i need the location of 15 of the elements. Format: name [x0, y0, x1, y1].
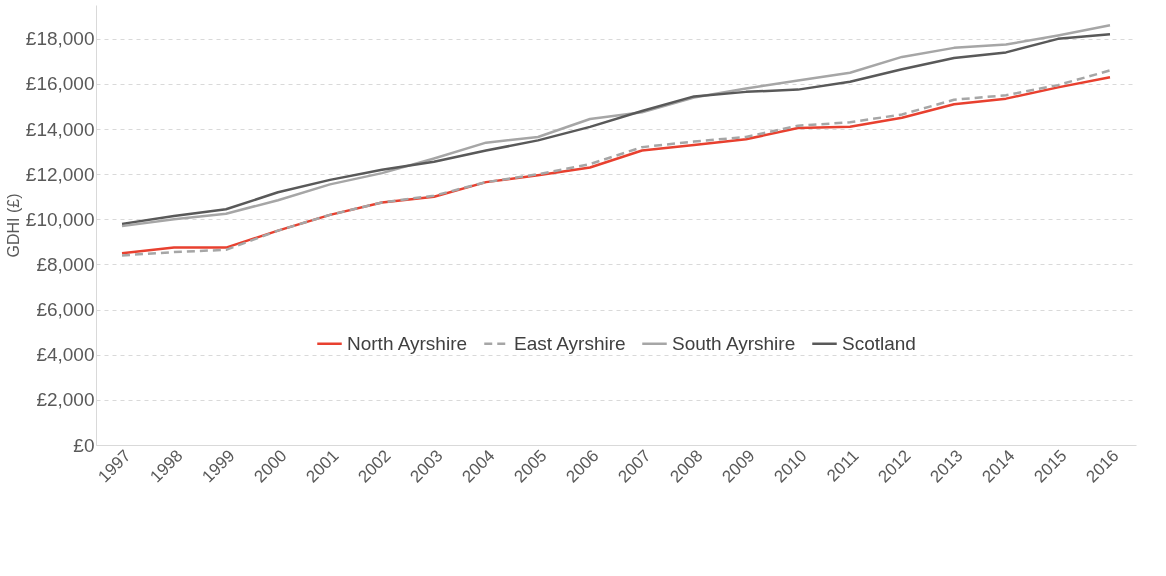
legend-label: South Ayrshire [672, 332, 796, 354]
y-tick-label: £14,000 [25, 118, 95, 140]
y-tick-label: £12,000 [25, 163, 95, 185]
y-tick-label: £8,000 [36, 253, 95, 275]
y-axis-title: GDHI (£) [4, 193, 22, 258]
y-tick-label: £2,000 [36, 389, 95, 411]
legend-label: East Ayrshire [514, 332, 626, 354]
y-tick-label: £10,000 [25, 208, 95, 230]
y-tick-label: £6,000 [36, 299, 95, 321]
y-tick-label: £18,000 [25, 28, 95, 50]
legend-label: North Ayrshire [347, 332, 468, 354]
y-tick-label: £4,000 [36, 344, 95, 366]
legend-label: Scotland [842, 332, 916, 354]
y-tick-label: £16,000 [25, 73, 95, 95]
y-tick-label: £0 [73, 434, 95, 456]
